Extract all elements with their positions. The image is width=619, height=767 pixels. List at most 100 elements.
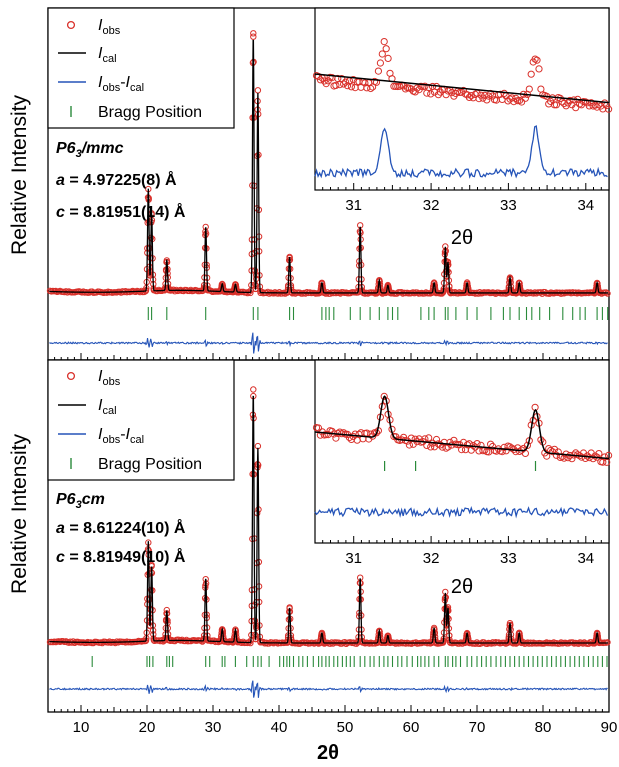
space-group-label: P63/mmc <box>56 140 124 160</box>
inset-obs-point <box>605 105 613 113</box>
top-y-axis-label: Relative Intensity <box>8 95 31 255</box>
inset-obs-point <box>533 56 541 64</box>
inset-obs-point <box>518 98 526 106</box>
x-tick-label: 30 <box>205 719 222 736</box>
x-axis-label: 2θ <box>317 742 339 764</box>
inset-obs-point <box>380 392 388 400</box>
inset-obs-point <box>465 93 473 102</box>
legend-bragg-label: Bragg Position <box>98 104 202 121</box>
top-inset-xlabel: 2θ <box>451 227 473 249</box>
inset-obs-point <box>591 452 599 460</box>
inset-obs-point <box>332 81 340 90</box>
inset-obs-point <box>458 446 466 454</box>
inset-x-tick-label: 34 <box>577 550 594 567</box>
x-tick-label: 40 <box>271 719 288 736</box>
inset-obs-point <box>450 436 458 444</box>
inset-obs-point <box>374 67 382 75</box>
inset-obs-point <box>502 447 510 455</box>
inset-obs-point <box>343 82 352 90</box>
inset-obs-point <box>372 429 381 437</box>
diff-series-line <box>49 332 608 354</box>
cal-series-line <box>49 39 609 294</box>
obs-point <box>112 639 119 647</box>
obs-point <box>52 287 59 295</box>
space-group-label: P63cm <box>56 491 105 511</box>
lattice-a-label: a = 4.97225(8) Å <box>56 170 177 189</box>
x-tick-label: 70 <box>469 719 486 736</box>
top-params: P63/mmc a = 4.97225(8) Å c = 8.81951(14)… <box>56 140 186 221</box>
x-tick-label: 10 <box>73 719 90 736</box>
legend-diff-label: Iobs-Ical <box>98 426 144 446</box>
legend-diff-label: Iobs-Ical <box>98 74 144 94</box>
bottom-inset: 31 32 33 34 <box>312 359 613 567</box>
inset-obs-point <box>459 86 468 95</box>
top-inset: 31 32 33 34 <box>312 7 613 214</box>
inset-obs-point <box>340 429 348 437</box>
inset-obs-point <box>603 458 611 466</box>
inset-x-tick-label: 32 <box>423 197 440 214</box>
inset-obs-point <box>382 45 390 53</box>
inset-obs-point <box>550 101 559 109</box>
inset-x-tick-label: 34 <box>577 197 594 214</box>
inset-x-tick-label: 31 <box>345 197 362 214</box>
inset-obs-point <box>384 54 392 63</box>
obs-point <box>250 30 257 37</box>
inset-obs-point <box>361 79 369 87</box>
obs-point <box>475 290 482 297</box>
inset-obs-point <box>334 74 342 83</box>
inset-obs-point <box>347 83 355 91</box>
inset-obs-point <box>411 88 419 96</box>
inset-obs-point <box>376 59 384 67</box>
legend-obs-label: Iobs <box>98 368 121 388</box>
inset-x-tick-label: 33 <box>500 550 517 567</box>
inset-obs-point <box>380 38 388 46</box>
legend-obs-label: Iobs <box>98 17 121 37</box>
inset-obs-point <box>523 441 532 449</box>
obs-point <box>492 290 499 297</box>
inset-obs-point <box>535 65 543 73</box>
inset-x-tick-label: 32 <box>423 550 440 567</box>
inset-obs-point <box>340 80 348 88</box>
inset-obs-point <box>508 94 516 102</box>
inset-obs-point <box>367 84 375 93</box>
legend-bragg-label: Bragg Position <box>98 456 202 473</box>
obs-point <box>327 640 334 647</box>
inset-obs-point <box>427 443 435 451</box>
x-tick-label: 80 <box>535 719 552 736</box>
inset-obs-point <box>342 78 350 86</box>
bragg-series <box>91 656 608 667</box>
obs-point <box>250 386 257 393</box>
obs-point <box>266 290 273 297</box>
inset-obs-point <box>405 441 413 449</box>
inset-cal-line <box>314 73 610 104</box>
obs-point <box>160 638 167 645</box>
inset-obs-point <box>525 85 533 93</box>
inset-obs-point <box>314 424 323 432</box>
inset-obs-point <box>322 431 330 439</box>
obs-point <box>136 288 144 296</box>
obs-point <box>264 288 271 296</box>
inset-obs-point <box>564 99 572 107</box>
x-tick-label: 90 <box>601 719 618 736</box>
inset-obs-point <box>467 92 475 100</box>
inset-diff-line <box>314 506 609 519</box>
top-legend: Iobs Ical Iobs-Ical Bragg Position <box>47 7 235 129</box>
inset-obs-point <box>566 96 574 105</box>
obs-point <box>250 33 257 40</box>
top-main-plot <box>46 30 611 354</box>
bottom-params: P63cm a = 8.61224(10) Å c = 8.81949(10) … <box>56 491 186 566</box>
inset-x-tick-label: 33 <box>500 197 517 214</box>
lattice-c-label: c = 8.81949(10) Å <box>56 547 186 566</box>
inset-obs-point <box>421 82 429 90</box>
obs-point <box>254 87 262 94</box>
lattice-c-label: c = 8.81951(14) Å <box>56 202 186 221</box>
legend-cal-label: Ical <box>98 45 117 65</box>
inset-x-tick-label: 31 <box>345 550 362 567</box>
inset-obs-point <box>560 99 568 108</box>
bragg-series <box>147 307 609 320</box>
inset-obs-point <box>316 76 324 84</box>
lattice-a-label: a = 8.61224(10) Å <box>56 518 186 537</box>
inset-obs-point <box>427 90 435 98</box>
inset-obs-point <box>332 434 340 442</box>
inset-diff-line <box>314 125 608 179</box>
